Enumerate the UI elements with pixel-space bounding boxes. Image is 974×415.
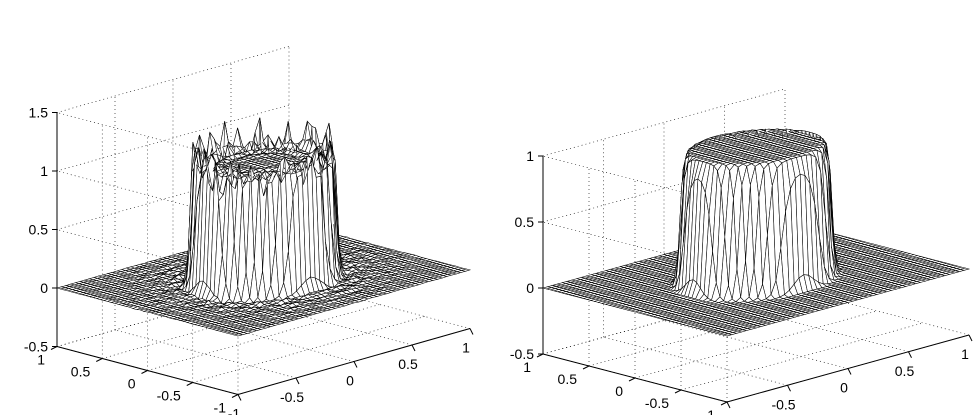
x-tick-label: -0.5 [771, 396, 795, 412]
z-tick-label: 1.5 [29, 105, 49, 121]
grid-line [147, 304, 380, 371]
surface-plot-right: -1-0.500.51-1-0.500.51-0.500.51 [510, 88, 973, 415]
surface-mesh [55, 117, 472, 337]
surface-patch [460, 268, 472, 272]
x-tick-mark [968, 334, 973, 342]
y-tick-label: -0.5 [645, 395, 669, 411]
y-tick-label: -1 [214, 400, 227, 415]
z-tick-label: 0.5 [515, 214, 535, 230]
grid-line [56, 104, 290, 172]
x-tick-mark [353, 361, 358, 368]
x-tick-mark [411, 344, 416, 352]
x-tick-mark [237, 394, 242, 401]
y-tick-label: -0.5 [157, 388, 181, 404]
y-tick-label: 0.5 [71, 364, 91, 380]
y-tick-mark [96, 358, 103, 362]
y-tick-mark [231, 394, 239, 398]
y-tick-label: 0 [615, 383, 623, 399]
x-tick-label: -1 [228, 406, 241, 415]
z-tick-label: -0.5 [24, 339, 48, 355]
y-tick-mark [141, 370, 148, 374]
x-tick-label: 0 [346, 373, 354, 389]
y-tick-label: 0.5 [558, 371, 578, 387]
tick-labels: -1-0.500.51-1-0.500.51-0.500.51 [510, 148, 973, 415]
z-tick-label: 0 [526, 280, 534, 296]
grid-line [56, 46, 290, 113]
x-tick-label: -1 [717, 413, 730, 415]
z-tick-label: 1 [40, 163, 48, 179]
y-tick-label: 0 [128, 376, 136, 392]
grid-line [114, 329, 297, 379]
x-tick-mark [908, 351, 912, 358]
x-tick-label: 0 [840, 380, 848, 396]
x-tick-label: 0.5 [895, 363, 915, 379]
grid-line [603, 336, 788, 386]
y-tick-mark [720, 401, 728, 406]
x-tick-label: 0.5 [398, 356, 418, 372]
y-tick-mark [582, 365, 590, 370]
y-tick-label: -1 [703, 407, 716, 415]
tick-labels: -1-0.500.51-1-0.500.51-0.500.511.5 [24, 105, 474, 415]
grid-line [56, 163, 290, 230]
y-tick-mark [186, 382, 193, 386]
y-tick-label: 1 [37, 352, 45, 368]
grid-line [56, 112, 239, 161]
grid-line [56, 170, 239, 220]
x-tick-label: 1 [961, 346, 969, 362]
grid-line [56, 229, 239, 278]
surface-plot-left: -1-0.500.51-1-0.500.51-0.500.511.5 [24, 46, 474, 415]
x-tick-mark [847, 368, 852, 375]
x-tick-label: -0.5 [280, 389, 304, 405]
x-tick-mark [469, 328, 474, 335]
z-tick-label: 0.5 [29, 222, 49, 238]
y-tick-label: 1 [523, 359, 531, 375]
y-tick-mark [674, 389, 682, 394]
y-tick-mark [628, 377, 636, 382]
x-tick-mark [787, 385, 791, 392]
grid-line [192, 316, 425, 383]
surface-mesh [541, 128, 971, 337]
x-tick-label: 1 [462, 340, 470, 356]
z-tick-label: -0.5 [510, 346, 534, 362]
z-tick-label: 1 [526, 148, 534, 164]
x-tick-mark [295, 377, 300, 385]
z-tick-label: 0 [40, 280, 48, 296]
x-tick-mark [726, 401, 731, 409]
